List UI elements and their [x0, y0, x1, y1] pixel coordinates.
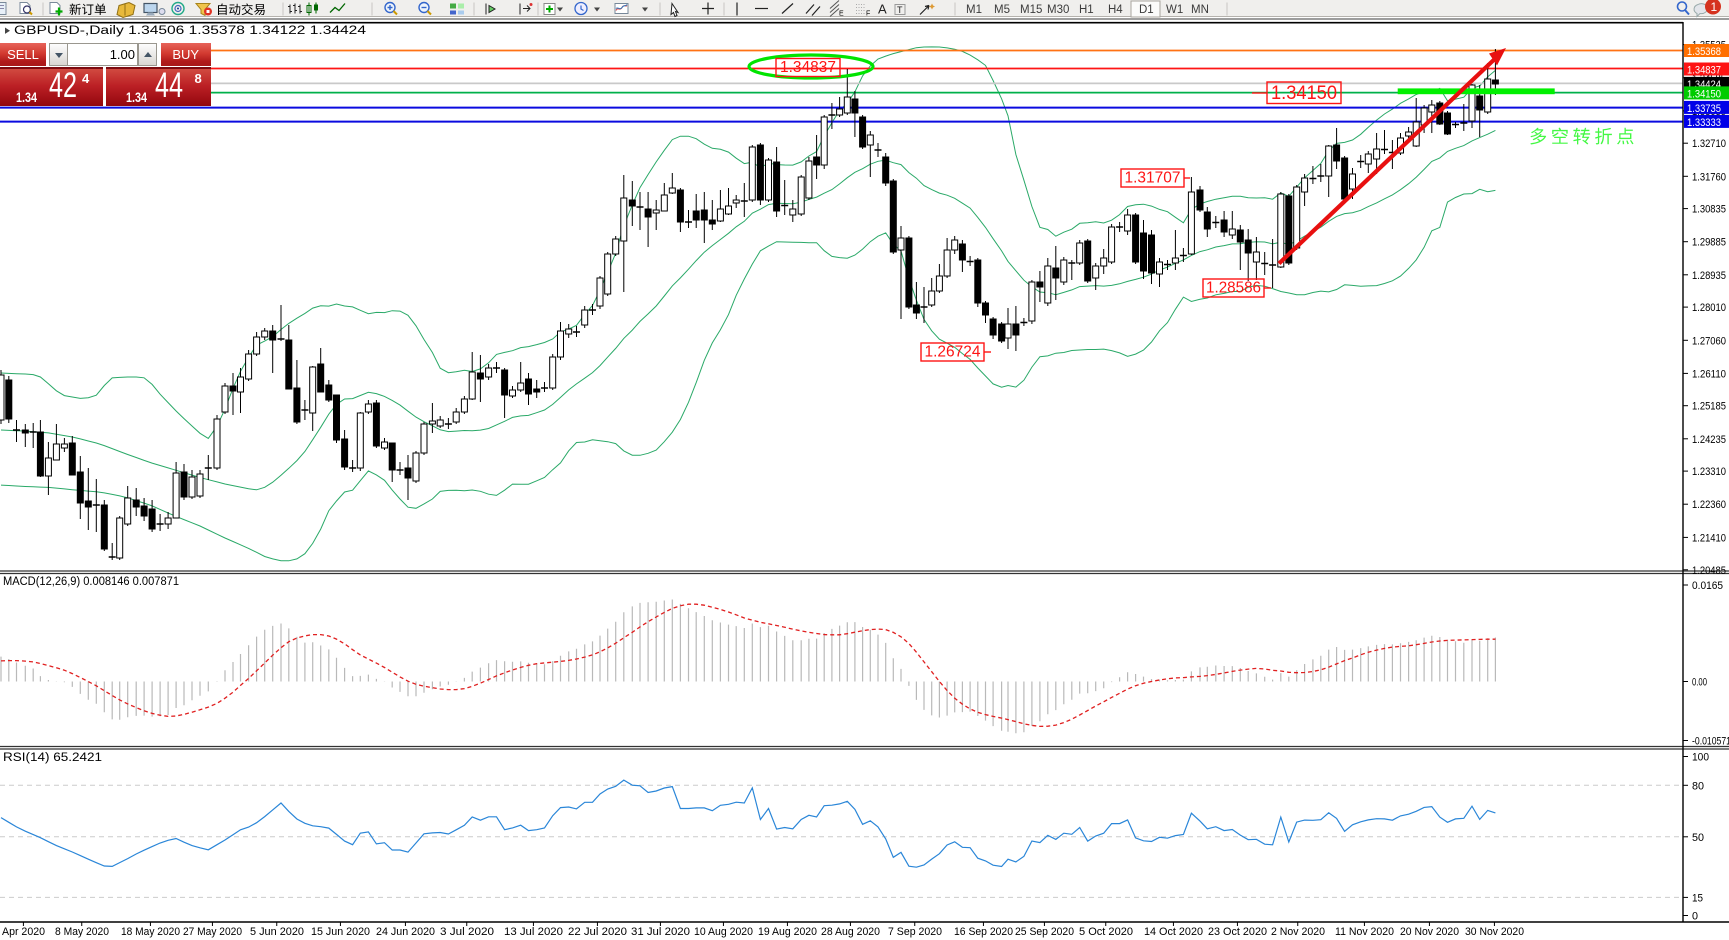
svg-text:1.25185: 1.25185 — [1692, 401, 1726, 413]
svg-text:1.20485: 1.20485 — [1692, 565, 1726, 577]
svg-text:30 Nov 2020: 30 Nov 2020 — [1465, 926, 1524, 938]
svg-text:1.31760: 1.31760 — [1692, 171, 1726, 183]
svg-text:M5: M5 — [994, 4, 1010, 16]
svg-text:1: 1 — [1711, 0, 1718, 14]
svg-text:F: F — [866, 11, 870, 18]
svg-text:22 Jul 2020: 22 Jul 2020 — [568, 926, 627, 938]
svg-text:2 Nov 2020: 2 Nov 2020 — [1271, 926, 1325, 938]
svg-text:1.26110: 1.26110 — [1692, 368, 1726, 380]
svg-text:W1: W1 — [1166, 4, 1183, 16]
svg-text:1.32710: 1.32710 — [1692, 138, 1726, 150]
svg-text:GBPUSD-,Daily 1.34506 1.35378: GBPUSD-,Daily 1.34506 1.35378 1.34122 1.… — [14, 25, 367, 37]
svg-text:MACD(12,26,9) 0.008146 0.00787: MACD(12,26,9) 0.008146 0.007871 — [3, 576, 179, 588]
svg-text:MN: MN — [1191, 4, 1209, 16]
svg-text:100: 100 — [1692, 752, 1709, 764]
svg-text:3 Jul 2020: 3 Jul 2020 — [440, 926, 494, 938]
svg-text:RSI(14) 65.2421: RSI(14) 65.2421 — [3, 752, 102, 764]
svg-text:25 Sep 2020: 25 Sep 2020 — [1015, 926, 1074, 938]
svg-text:M30: M30 — [1047, 4, 1069, 16]
svg-text:28 Aug 2020: 28 Aug 2020 — [821, 926, 880, 938]
svg-text:1.34837: 1.34837 — [1687, 65, 1721, 77]
svg-text:1.34150: 1.34150 — [1271, 83, 1337, 104]
svg-text:13 Jul 2020: 13 Jul 2020 — [504, 926, 563, 938]
svg-text:1.28935: 1.28935 — [1692, 270, 1726, 282]
svg-text:18 May 2020: 18 May 2020 — [121, 926, 180, 938]
svg-text:M1: M1 — [966, 4, 982, 16]
svg-text:20 Nov 2020: 20 Nov 2020 — [1400, 926, 1459, 938]
svg-text:5 Oct 2020: 5 Oct 2020 — [1079, 926, 1133, 938]
svg-text:1.29885: 1.29885 — [1692, 237, 1726, 249]
svg-text:0.0165: 0.0165 — [1692, 580, 1723, 592]
svg-text:0.00: 0.00 — [1692, 677, 1707, 689]
svg-text:1.33735: 1.33735 — [1687, 103, 1721, 115]
svg-text:50: 50 — [1692, 832, 1704, 844]
svg-text:H1: H1 — [1079, 4, 1094, 16]
svg-text:1.34837: 1.34837 — [780, 59, 836, 76]
svg-text:80: 80 — [1692, 780, 1704, 792]
svg-text:7 Sep 2020: 7 Sep 2020 — [888, 926, 942, 938]
svg-text:14 Oct 2020: 14 Oct 2020 — [1144, 926, 1203, 938]
svg-text:M15: M15 — [1020, 4, 1042, 16]
svg-text:1.26724: 1.26724 — [925, 344, 981, 361]
svg-text:-0.010571: -0.010571 — [1692, 736, 1729, 748]
svg-text:1.30835: 1.30835 — [1692, 204, 1726, 216]
svg-text:5 Jun 2020: 5 Jun 2020 — [250, 926, 304, 938]
svg-text:D1: D1 — [1139, 4, 1154, 16]
svg-text:24 Jun 2020: 24 Jun 2020 — [376, 926, 435, 938]
svg-text:1.22360: 1.22360 — [1692, 499, 1726, 511]
svg-text:11 Nov 2020: 11 Nov 2020 — [1335, 926, 1394, 938]
svg-text:A: A — [878, 2, 887, 17]
svg-text:16 Sep 2020: 16 Sep 2020 — [954, 926, 1013, 938]
svg-text:T: T — [897, 5, 903, 15]
svg-text:31 Jul 2020: 31 Jul 2020 — [631, 926, 690, 938]
svg-text:1.35368: 1.35368 — [1687, 46, 1721, 58]
svg-text:10 Aug 2020: 10 Aug 2020 — [694, 926, 753, 938]
svg-text:1.33333: 1.33333 — [1687, 117, 1721, 129]
svg-text:E: E — [839, 11, 844, 18]
svg-text:H4: H4 — [1108, 4, 1123, 16]
svg-text:23 Oct 2020: 23 Oct 2020 — [1208, 926, 1267, 938]
svg-text:1.23310: 1.23310 — [1692, 466, 1726, 478]
svg-text:8 May 2020: 8 May 2020 — [55, 926, 109, 938]
svg-text:19 Aug 2020: 19 Aug 2020 — [758, 926, 817, 938]
svg-text:1.28586: 1.28586 — [1206, 280, 1261, 297]
svg-text:1.28010: 1.28010 — [1692, 302, 1726, 314]
svg-text:0: 0 — [1692, 911, 1698, 923]
svg-text:27 May 2020: 27 May 2020 — [183, 926, 242, 938]
svg-text:1.24235: 1.24235 — [1692, 434, 1726, 446]
svg-text:Apr 2020: Apr 2020 — [2, 926, 45, 938]
svg-text:1.27060: 1.27060 — [1692, 335, 1726, 347]
svg-text:15: 15 — [1692, 892, 1703, 904]
svg-text:1.34150: 1.34150 — [1687, 88, 1721, 100]
svg-text:15 Jun 2020: 15 Jun 2020 — [311, 926, 370, 938]
svg-text:1.21410: 1.21410 — [1692, 532, 1726, 544]
svg-text:1.31707: 1.31707 — [1125, 170, 1181, 187]
